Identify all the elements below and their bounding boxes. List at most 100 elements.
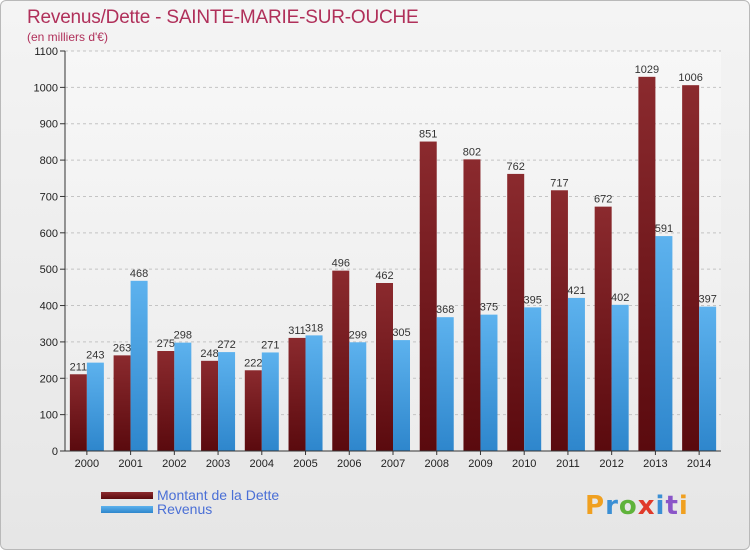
chart-subtitle: (en milliers d'€) [27,30,108,44]
data-label-revenus: 402 [611,292,629,304]
x-tick-label: 2001 [118,458,142,470]
y-tick-label: 700 [40,191,58,203]
bar-revenus [480,314,498,451]
data-label-dette: 263 [113,342,131,354]
chart-title: Revenus/Dette - SAINTE-MARIE-SUR-OUCHE [27,7,419,28]
data-label-dette: 802 [463,146,481,158]
logo-letter: i [655,491,666,521]
bar-dette [550,190,568,452]
data-label-dette: 275 [157,338,175,350]
logo-letter: P [585,491,606,521]
bar-revenus [261,352,279,451]
data-label-revenus: 318 [305,322,323,334]
x-tick-label: 2007 [381,458,405,470]
data-label-dette: 222 [244,357,262,369]
x-tick-label: 2012 [599,458,623,470]
data-label-revenus: 368 [436,304,454,316]
y-tick-label: 900 [40,119,58,131]
data-label-revenus: 298 [174,330,192,342]
data-label-dette: 311 [288,325,306,337]
y-tick-label: 800 [40,155,58,167]
data-label-dette: 1006 [678,72,702,84]
logo-letter: x [637,491,656,521]
bar-dette [507,173,525,451]
data-label-revenus: 271 [261,339,279,351]
bar-revenus [305,335,323,451]
data-label-revenus: 375 [480,302,498,314]
data-label-revenus: 395 [524,294,542,306]
x-tick-label: 2000 [75,458,99,470]
x-tick-label: 2014 [687,458,711,470]
bar-revenus [699,306,717,451]
data-label-revenus: 243 [86,350,104,362]
x-tick-label: 2011 [556,458,580,470]
data-label-dette: 717 [550,177,568,189]
y-tick-label: 200 [40,373,58,385]
y-tick-label: 1100 [34,46,58,58]
bar-dette [419,141,437,451]
bar-dette [113,355,131,451]
data-label-dette: 496 [332,258,350,270]
data-label-dette: 248 [200,348,218,360]
logo-letter: t [665,491,679,521]
logo-letter: o [618,491,638,521]
x-tick-label: 2009 [468,458,492,470]
x-tick-label: 2013 [643,458,667,470]
legend-label-revenus: Revenus [157,501,213,517]
bar-revenus [524,307,542,451]
bar-revenus [567,297,585,451]
bar-dette [288,337,306,451]
bar-dette [244,370,262,451]
bar-dette [463,159,481,451]
data-label-revenus: 272 [217,339,235,351]
logo-letter: i [678,491,689,521]
data-label-revenus: 421 [567,285,585,297]
proxiti-logo: Proxiti [585,491,689,521]
data-label-revenus: 299 [349,329,367,341]
data-label-dette: 462 [375,270,393,282]
bar-dette [682,85,700,451]
data-label-revenus: 397 [698,294,716,306]
data-label-dette: 211 [70,361,88,373]
y-tick-label: 600 [40,228,58,240]
logo-letter: r [605,491,619,521]
legend-swatch-dette [101,492,153,499]
y-tick-label: 100 [40,410,58,422]
y-tick-label: 1000 [34,82,58,94]
y-tick-label: 400 [40,301,58,313]
bar-dette [638,76,656,452]
data-label-dette: 1029 [635,64,659,76]
legend-swatch-revenus [101,506,153,513]
bar-revenus [174,342,192,451]
x-tick-label: 2006 [337,458,361,470]
x-tick-label: 2010 [512,458,536,470]
bar-revenus [218,352,236,451]
legend-label-dette: Montant de la Dette [157,487,280,503]
bar-dette [376,283,393,451]
bar-revenus [436,317,454,451]
y-tick-label: 500 [40,264,58,276]
bar-dette [201,360,219,451]
bar-dette [594,206,612,451]
x-tick-label: 2005 [293,458,317,470]
y-tick-label: 0 [52,446,58,458]
bar-revenus [349,342,367,451]
data-label-dette: 672 [594,194,612,206]
data-label-dette: 851 [419,129,437,141]
x-tick-label: 2008 [424,458,448,470]
bar-revenus [655,236,673,451]
data-label-revenus: 305 [392,327,410,339]
x-tick-label: 2003 [206,458,230,470]
data-label-revenus: 591 [655,223,673,235]
x-tick-label: 2004 [250,458,274,470]
data-label-revenus: 468 [130,268,148,280]
bar-revenus [611,304,629,451]
bar-dette [69,374,87,451]
bar-revenus [86,362,104,451]
data-label-dette: 762 [507,161,525,173]
bar-revenus [130,280,148,451]
bar-dette [157,351,175,451]
x-tick-label: 2002 [162,458,186,470]
